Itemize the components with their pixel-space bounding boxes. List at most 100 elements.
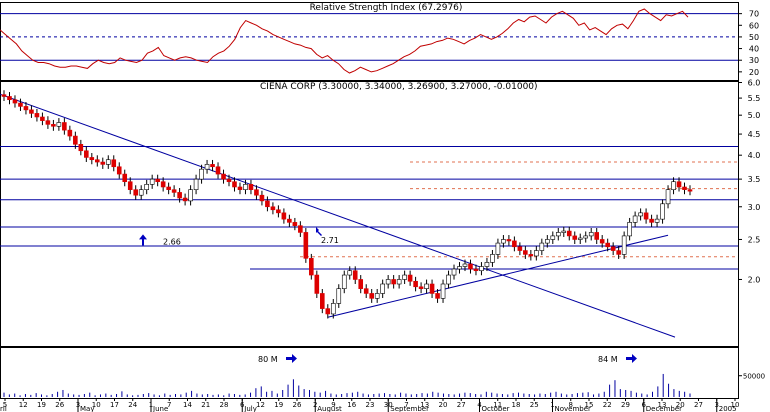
price-tick-label: 2.5 xyxy=(748,235,761,244)
candle-body xyxy=(413,280,418,288)
candle-body xyxy=(259,194,265,202)
candle-body xyxy=(73,135,78,145)
rsi-tick-label: 70 xyxy=(749,10,759,19)
candle-body xyxy=(577,237,583,240)
month-label: 2005 xyxy=(719,405,737,412)
candle-body xyxy=(204,164,210,170)
candle-body xyxy=(67,129,73,137)
candle-body xyxy=(451,268,457,276)
candle-body xyxy=(643,212,649,220)
price-annotations: 2.66 2.71 xyxy=(139,226,339,246)
candle-body xyxy=(149,178,155,185)
price-tick-label: 6.0 xyxy=(748,78,761,87)
candle-body xyxy=(374,293,380,299)
candle-body xyxy=(138,189,144,196)
rsi-y-axis: 20 30 40 50 60 70 xyxy=(738,10,759,77)
annotation-label: 2.66 xyxy=(163,237,181,246)
candle-body xyxy=(171,189,177,193)
candle-body xyxy=(29,109,34,114)
candle-body xyxy=(534,250,539,257)
candle-body xyxy=(462,263,468,267)
date-tick-label: 22 xyxy=(603,401,612,409)
date-tick-label: 19 xyxy=(274,401,283,409)
candle-body xyxy=(116,166,122,175)
candle-body xyxy=(446,274,451,285)
candle-body xyxy=(545,239,550,244)
candle-body xyxy=(369,293,374,299)
price-tick-label: 4.5 xyxy=(748,130,761,139)
price-tick-label: 5.0 xyxy=(748,111,761,120)
candle-body xyxy=(588,232,594,237)
candle-body xyxy=(62,122,67,131)
month-label: October xyxy=(482,405,510,412)
candle-body xyxy=(671,181,676,190)
candle-body xyxy=(84,150,89,158)
candle-body xyxy=(144,184,149,190)
date-tick-label: 11 xyxy=(493,401,502,409)
rsi-series-line xyxy=(0,8,689,74)
candle-body xyxy=(56,122,62,127)
candle-body xyxy=(51,124,56,127)
volume-tick-label: 50000 xyxy=(743,373,765,381)
panel-frame xyxy=(0,347,739,399)
price-tick-label: 3.0 xyxy=(748,203,761,212)
candle-body xyxy=(665,189,671,205)
candle-body xyxy=(572,235,578,240)
candle-body xyxy=(281,212,287,220)
candle-body xyxy=(550,235,556,240)
horizontal-levels xyxy=(0,145,738,270)
candle-body xyxy=(649,218,654,223)
candle-body xyxy=(320,293,325,309)
date-tick-label: 29 xyxy=(621,401,630,409)
candle-body xyxy=(605,242,610,248)
volume-y-axis: 50000 xyxy=(738,373,765,381)
date-tick-label: 15 xyxy=(585,401,594,409)
candle-body xyxy=(632,215,638,223)
rsi-tick-label: 20 xyxy=(749,68,759,77)
candle-body xyxy=(94,159,100,163)
candle-body xyxy=(402,274,407,280)
right-arrow-icon xyxy=(626,354,637,363)
candle-body xyxy=(336,288,342,304)
candle-body xyxy=(484,262,490,267)
price-title: CIENA CORP (3.30000, 3.34000, 3.26900, 3… xyxy=(260,82,538,92)
month-label: December xyxy=(646,405,682,412)
candle-body xyxy=(330,303,336,315)
rsi-title: Relative Strength Index (67.2976) xyxy=(310,3,463,13)
panel-frame xyxy=(0,2,739,81)
month-label: ril xyxy=(0,405,7,412)
date-tick-label: 26 xyxy=(55,401,64,409)
up-arrow-icon xyxy=(139,234,147,246)
candle-body xyxy=(182,197,188,202)
annotation-label: 2.71 xyxy=(321,236,339,245)
candle-body xyxy=(45,120,51,125)
candle-body xyxy=(512,240,517,248)
price-tick-label: 3.5 xyxy=(748,175,761,184)
candle-body xyxy=(479,266,484,272)
candle-body xyxy=(177,192,182,199)
candle-body xyxy=(303,232,309,259)
candle-body xyxy=(687,189,693,192)
candle-body xyxy=(396,279,402,285)
date-axis: 5121926310172417142128612192629162330713… xyxy=(0,398,739,412)
downtrend-line xyxy=(0,93,676,338)
candle-body xyxy=(226,178,232,183)
candle-body xyxy=(391,279,396,285)
date-tick-label: 28 xyxy=(220,401,229,409)
candle-body xyxy=(314,274,320,294)
candle-body xyxy=(122,173,128,183)
candle-body xyxy=(363,288,369,294)
date-tick-label: 7 xyxy=(404,401,408,409)
candle-body xyxy=(193,178,199,190)
date-tick-label: 24 xyxy=(128,401,137,409)
candle-body xyxy=(473,268,479,272)
candle-body xyxy=(89,157,95,161)
candle-body xyxy=(166,186,171,190)
month-label: September xyxy=(390,405,429,412)
volume-annotation-label: 80 M xyxy=(258,355,278,364)
candle-body xyxy=(599,239,605,244)
candle-body xyxy=(292,222,298,226)
rsi-tick-label: 60 xyxy=(749,21,759,30)
month-label: July xyxy=(243,405,257,412)
